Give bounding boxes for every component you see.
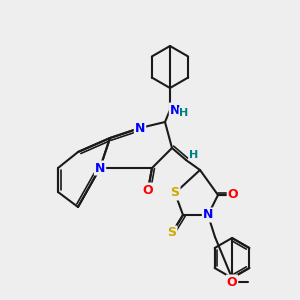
Text: O: O — [143, 184, 153, 196]
Text: O: O — [228, 188, 238, 202]
Text: N: N — [170, 103, 180, 116]
Text: O: O — [227, 275, 237, 289]
Text: H: H — [179, 108, 189, 118]
Text: N: N — [135, 122, 145, 134]
Text: N: N — [95, 161, 105, 175]
Text: N: N — [203, 208, 213, 221]
Text: S: S — [170, 187, 179, 200]
Text: S: S — [167, 226, 176, 239]
Text: H: H — [189, 150, 199, 160]
